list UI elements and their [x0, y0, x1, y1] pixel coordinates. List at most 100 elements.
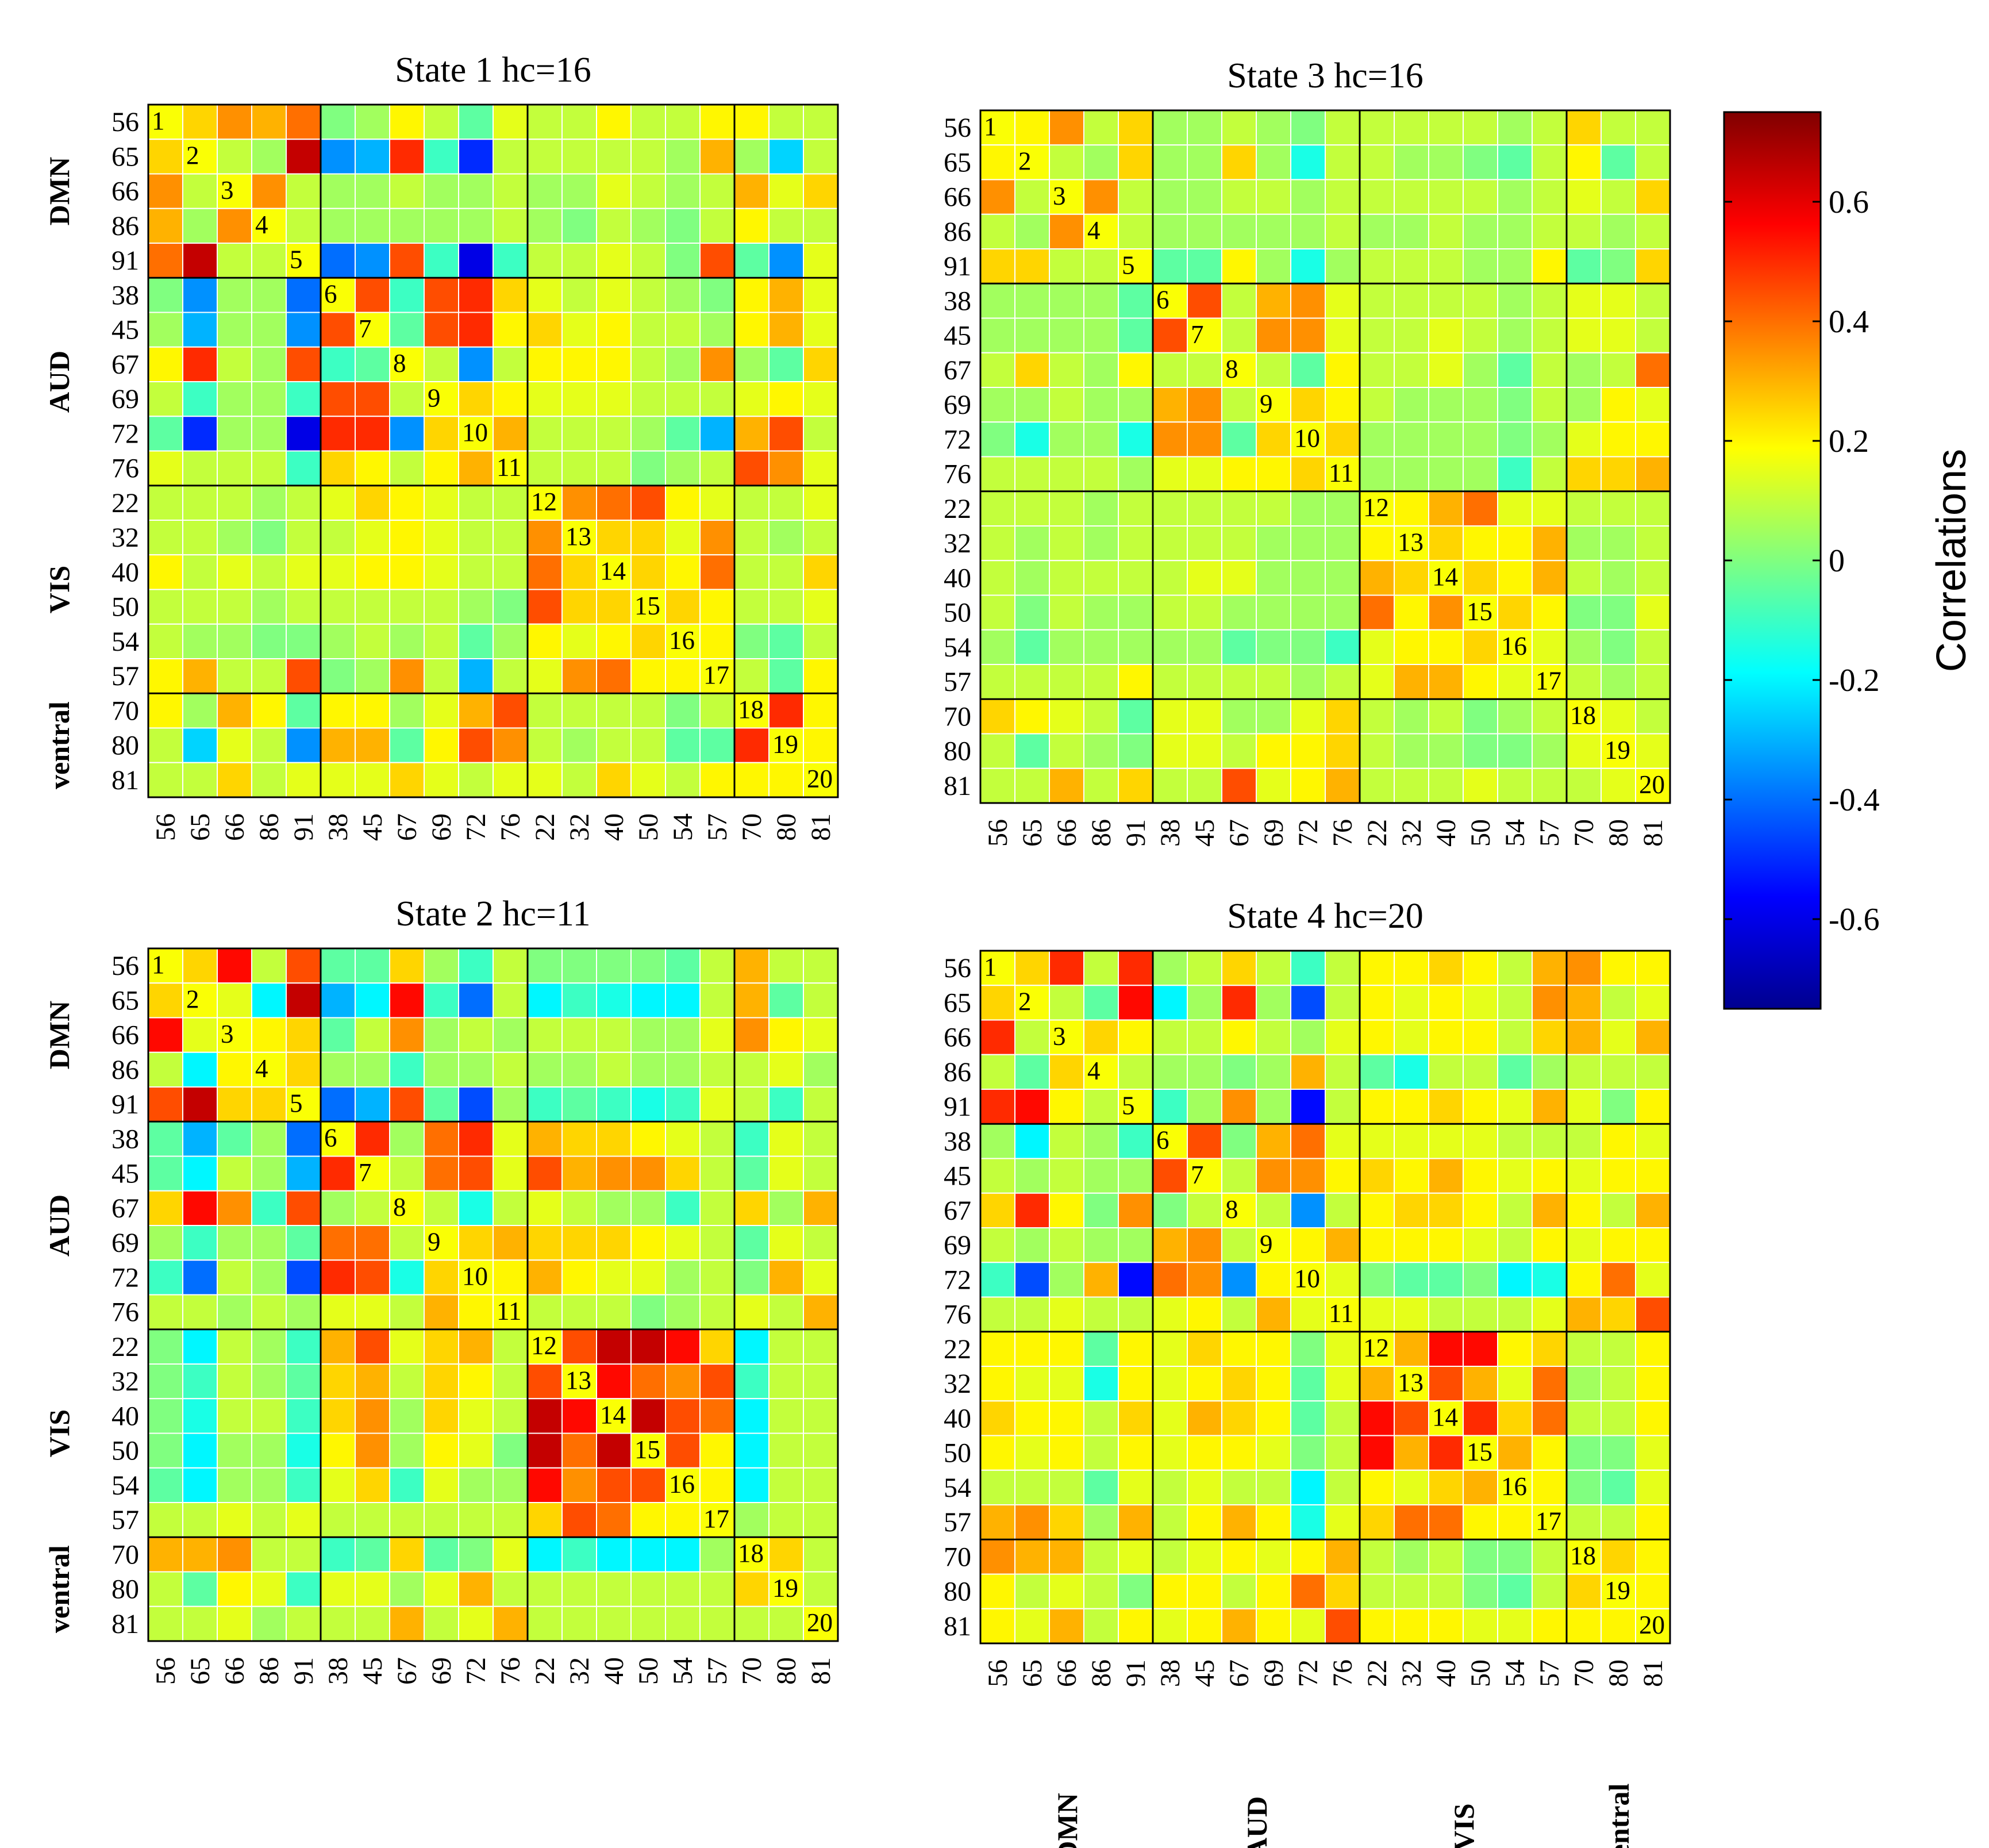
diagonal-label: 16	[669, 1470, 695, 1499]
diagonal-label: 15	[634, 591, 660, 620]
heatmap-cell	[1428, 1435, 1464, 1471]
heatmap-cell	[389, 982, 425, 1019]
heatmap-cell	[148, 450, 183, 486]
heatmap-cell	[1463, 421, 1498, 458]
heatmap-cell	[1014, 698, 1050, 735]
heatmap-cell	[734, 485, 770, 521]
heatmap-cell	[699, 1017, 735, 1053]
heatmap-cell	[1601, 525, 1636, 562]
colorbar-tick-label: 0	[1829, 543, 1845, 579]
heatmap-cell	[1601, 387, 1636, 423]
column-tick-label: 50	[633, 1657, 664, 1685]
heatmap-cell	[1290, 1192, 1326, 1228]
heatmap-cell	[458, 1259, 494, 1296]
heatmap-cell	[355, 104, 390, 140]
heatmap-cell	[596, 208, 632, 244]
heatmap-cell	[1497, 1400, 1533, 1436]
column-tick-label: 69	[1259, 1659, 1289, 1687]
heatmap-cell	[1532, 1366, 1567, 1402]
row-tick-label: 67	[111, 349, 139, 380]
heatmap-cell	[1359, 985, 1395, 1021]
heatmap-cell	[1359, 698, 1395, 735]
heatmap-cell	[768, 1502, 804, 1538]
heatmap-cell	[665, 520, 701, 556]
heatmap-cell	[286, 277, 321, 313]
heatmap-cell	[1394, 664, 1429, 700]
heatmap-cell	[1601, 179, 1636, 215]
heatmap-cell	[1118, 317, 1153, 354]
heatmap-cell	[355, 1363, 390, 1400]
heatmap-cell	[217, 104, 252, 140]
heatmap-cell	[803, 1051, 838, 1088]
heatmap-cell	[1566, 213, 1602, 249]
heatmap-cell	[596, 139, 632, 175]
heatmap-cell	[630, 1467, 666, 1503]
diagonal-label: 15	[1467, 1438, 1492, 1466]
heatmap-cell	[699, 1363, 735, 1400]
heatmap-cell	[980, 1192, 1015, 1228]
heatmap-cell	[1083, 110, 1119, 146]
heatmap-cell	[768, 139, 804, 175]
heatmap-cell	[1049, 664, 1084, 700]
heatmap-cell	[1428, 1262, 1464, 1298]
column-tick-label: 69	[1259, 819, 1289, 847]
heatmap-cell	[665, 104, 701, 140]
heatmap-cell	[1118, 1469, 1153, 1505]
heatmap-cell	[527, 1502, 563, 1538]
heatmap-cell	[1325, 1054, 1360, 1090]
heatmap-cell	[803, 589, 838, 625]
heatmap-cell	[320, 1051, 356, 1088]
heatmap-cell	[1152, 421, 1188, 458]
heatmap-cell	[980, 1019, 1015, 1055]
heatmap-cell	[1014, 387, 1050, 423]
heatmap-cell	[458, 139, 494, 175]
heatmap-cell	[1187, 1400, 1222, 1436]
heatmap-cell	[1221, 387, 1257, 423]
heatmap-cell	[389, 520, 425, 556]
heatmap-cell	[320, 520, 356, 556]
heatmap-cell	[1566, 629, 1602, 665]
heatmap-cell	[1497, 985, 1533, 1021]
heatmap-cell	[768, 1190, 804, 1226]
heatmap-cell	[980, 560, 1015, 596]
heatmap-cell	[286, 381, 321, 417]
heatmap-cell	[1290, 664, 1326, 700]
heatmap-cell	[527, 1121, 563, 1157]
heatmap-cell	[803, 346, 838, 382]
heatmap-cell	[1601, 1296, 1636, 1332]
heatmap-cell	[1635, 179, 1671, 215]
heatmap-cell	[596, 1017, 632, 1053]
heatmap-cell	[320, 1467, 356, 1503]
column-tick-label: 70	[737, 813, 767, 841]
heatmap-cell	[1014, 1435, 1050, 1471]
heatmap-cell	[493, 589, 528, 625]
column-tick-label: 22	[1362, 819, 1392, 847]
heatmap-cell	[1566, 1366, 1602, 1402]
heatmap-cell	[320, 727, 356, 763]
heatmap-cell	[1014, 456, 1050, 492]
heatmap-cell	[320, 948, 356, 984]
heatmap-cell	[1083, 1019, 1119, 1055]
heatmap-cell	[1635, 1123, 1671, 1159]
heatmap-cell	[665, 1155, 701, 1192]
heatmap-cell	[1394, 629, 1429, 665]
heatmap-cell	[980, 594, 1015, 631]
diagonal-label: 8	[393, 349, 406, 378]
heatmap-cell	[251, 1155, 287, 1192]
heatmap-cell	[320, 346, 356, 382]
heatmap-cell	[561, 1571, 597, 1607]
heatmap-cell	[1532, 110, 1567, 146]
column-tick-label: 32	[1396, 1659, 1427, 1687]
heatmap-cell	[1601, 1192, 1636, 1228]
heatmap-cell	[424, 1328, 459, 1365]
heatmap-cell	[768, 762, 804, 798]
heatmap-cell	[1566, 283, 1602, 319]
heatmap-cell	[424, 948, 459, 984]
heatmap-cell	[561, 1328, 597, 1365]
heatmap-cell	[1601, 283, 1636, 319]
heatmap-cell	[251, 450, 287, 486]
heatmap-cell	[320, 1017, 356, 1053]
heatmap-cell	[1566, 352, 1602, 388]
heatmap-cell	[320, 173, 356, 209]
heatmap-cell	[493, 139, 528, 175]
